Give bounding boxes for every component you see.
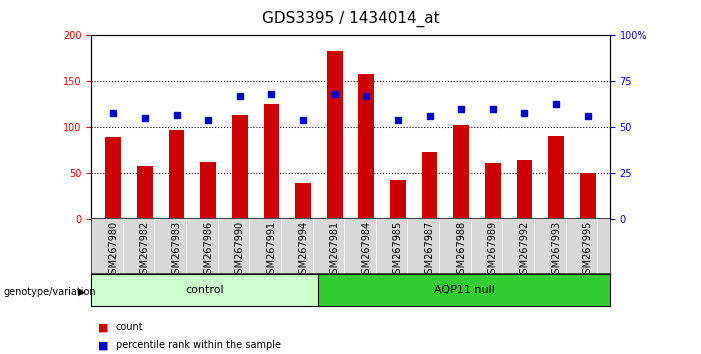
Text: ▶: ▶ bbox=[78, 287, 86, 297]
Text: GSM267993: GSM267993 bbox=[551, 221, 561, 280]
Text: GSM267990: GSM267990 bbox=[235, 221, 245, 280]
Text: genotype/variation: genotype/variation bbox=[4, 287, 96, 297]
Bar bbox=[454, 125, 469, 219]
Bar bbox=[295, 183, 311, 219]
Bar bbox=[318, 274, 610, 306]
Bar bbox=[137, 166, 153, 219]
Bar bbox=[105, 137, 121, 219]
Text: GSM267984: GSM267984 bbox=[361, 221, 372, 280]
Text: count: count bbox=[116, 322, 143, 332]
Text: GSM267991: GSM267991 bbox=[266, 221, 276, 280]
Text: GSM267983: GSM267983 bbox=[172, 221, 182, 280]
Text: percentile rank within the sample: percentile rank within the sample bbox=[116, 340, 280, 350]
Text: control: control bbox=[185, 285, 224, 295]
Text: ■: ■ bbox=[98, 340, 109, 350]
Text: GSM267980: GSM267980 bbox=[108, 221, 118, 280]
Text: GSM267982: GSM267982 bbox=[140, 221, 150, 280]
Bar bbox=[327, 51, 343, 219]
Bar bbox=[390, 180, 406, 219]
Bar bbox=[169, 130, 184, 219]
Text: GSM267989: GSM267989 bbox=[488, 221, 498, 280]
Text: GSM267986: GSM267986 bbox=[203, 221, 213, 280]
Bar bbox=[548, 136, 564, 219]
Text: GDS3395 / 1434014_at: GDS3395 / 1434014_at bbox=[261, 11, 440, 27]
Text: GSM267985: GSM267985 bbox=[393, 221, 403, 280]
Text: ■: ■ bbox=[98, 322, 109, 332]
Text: GSM267992: GSM267992 bbox=[519, 221, 529, 280]
Text: GSM267995: GSM267995 bbox=[583, 221, 593, 280]
Bar bbox=[200, 162, 216, 219]
Text: AQP11 null: AQP11 null bbox=[433, 285, 494, 295]
Text: GSM267981: GSM267981 bbox=[329, 221, 340, 280]
Text: GSM267994: GSM267994 bbox=[298, 221, 308, 280]
Text: GSM267987: GSM267987 bbox=[425, 221, 435, 280]
Bar bbox=[580, 173, 596, 219]
Bar bbox=[358, 74, 374, 219]
Text: GSM267988: GSM267988 bbox=[456, 221, 466, 280]
Bar bbox=[232, 115, 247, 219]
Bar bbox=[422, 152, 437, 219]
Bar bbox=[264, 104, 279, 219]
Bar bbox=[91, 274, 318, 306]
Bar bbox=[485, 163, 501, 219]
Bar bbox=[517, 160, 532, 219]
